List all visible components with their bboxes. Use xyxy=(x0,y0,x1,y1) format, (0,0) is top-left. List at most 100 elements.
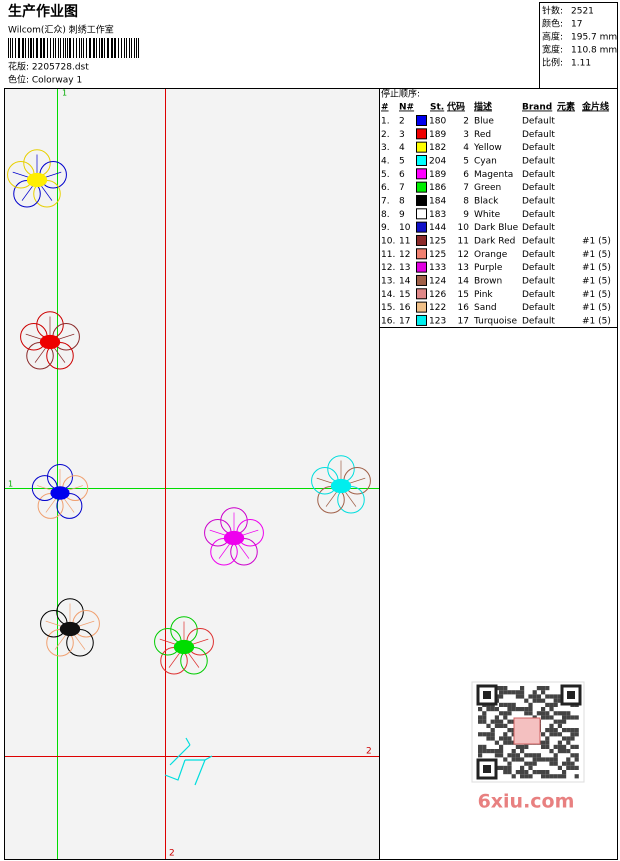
brand: Default xyxy=(522,263,555,273)
qr-cell xyxy=(520,757,525,762)
needle: 14 xyxy=(399,276,411,286)
qr-cell xyxy=(557,765,562,770)
stitches: 182 xyxy=(429,143,446,153)
bar-line xyxy=(30,38,32,58)
color-swatch xyxy=(416,274,427,286)
column-header: N# xyxy=(399,103,414,113)
qr-cell xyxy=(499,702,504,707)
qr-cell xyxy=(553,757,558,762)
qr-cell xyxy=(520,694,525,699)
embroidery-design xyxy=(7,149,371,675)
qr-cell xyxy=(532,757,537,762)
bar-line xyxy=(18,38,20,58)
bar-line xyxy=(33,38,34,58)
qr-finder-core xyxy=(567,691,575,699)
bar-line xyxy=(67,38,68,58)
description: Blue xyxy=(474,117,494,127)
flower-center xyxy=(173,639,195,655)
flower xyxy=(311,455,371,514)
brand: Default xyxy=(522,210,555,220)
qr-cell xyxy=(553,694,558,699)
bar-line xyxy=(36,38,38,58)
qr-cell xyxy=(507,761,512,766)
qr-cell xyxy=(541,757,546,762)
info-value: 2521 xyxy=(571,7,594,17)
description: Dark Blue xyxy=(474,223,519,233)
needle: 17 xyxy=(399,316,410,326)
bar-line xyxy=(129,38,130,58)
qr-cell xyxy=(562,719,567,724)
needle: 4 xyxy=(399,143,405,153)
qr-cell xyxy=(549,761,554,766)
color-swatch xyxy=(416,234,427,246)
column-header: Brand xyxy=(522,103,552,113)
qr-cell xyxy=(482,732,487,737)
stitches: 123 xyxy=(429,316,446,326)
row-index: 9. xyxy=(381,223,390,233)
column-header: 金片线 xyxy=(581,101,609,113)
qr-cell xyxy=(515,694,520,699)
qr-cell xyxy=(478,719,483,724)
stitches: 125 xyxy=(429,250,446,260)
qr-cell xyxy=(528,702,533,707)
qr-cell xyxy=(507,707,512,712)
qr-cell xyxy=(536,757,541,762)
stitches: 126 xyxy=(429,290,446,300)
code: 12 xyxy=(458,250,469,260)
qr-cell xyxy=(557,732,562,737)
bar-line xyxy=(134,38,135,58)
qr-cell xyxy=(574,728,579,733)
qr-cell xyxy=(549,757,554,762)
info-label: 高度: xyxy=(542,31,563,43)
bar-line xyxy=(22,38,24,58)
brand: Default xyxy=(522,143,555,153)
description: Yellow xyxy=(473,143,502,153)
qr-cell xyxy=(532,753,537,758)
qr-cell xyxy=(507,753,512,758)
code: 3 xyxy=(463,130,469,140)
qr-cell xyxy=(528,765,533,770)
sequin: #1 (5) xyxy=(582,316,611,326)
color-swatch xyxy=(416,248,427,260)
sequin: #1 (5) xyxy=(582,263,611,273)
qr-cell xyxy=(566,736,571,741)
qr-cell xyxy=(515,744,520,749)
qr-cell xyxy=(494,715,499,720)
stitches: 122 xyxy=(429,303,446,313)
flower-center xyxy=(26,172,48,188)
bar-line xyxy=(50,38,51,58)
qr-cell xyxy=(494,707,499,712)
qr-cell xyxy=(511,707,516,712)
sequin: #1 (5) xyxy=(582,250,611,260)
brand: Default xyxy=(522,316,555,326)
qr-cell xyxy=(511,757,516,762)
qr-cell xyxy=(549,707,554,712)
qr-cell xyxy=(557,698,562,703)
qr-cell xyxy=(549,694,554,699)
qr-cell xyxy=(541,715,546,720)
qr-cell xyxy=(524,774,529,779)
qr-cell xyxy=(499,736,504,741)
brand: Default xyxy=(522,130,555,140)
frame xyxy=(4,88,618,860)
sequin: #1 (5) xyxy=(582,290,611,300)
qr-cell xyxy=(562,728,567,733)
bar-line xyxy=(104,38,105,58)
qr-cell xyxy=(499,719,504,724)
qr-cell xyxy=(478,753,483,758)
brand: Default xyxy=(522,156,555,166)
qr-cell xyxy=(553,744,558,749)
qr-cell xyxy=(566,765,571,770)
code: 13 xyxy=(458,263,469,273)
guide-label: 2 xyxy=(366,747,372,757)
qr-cell xyxy=(524,753,529,758)
qr-cell xyxy=(486,723,491,728)
bar-line xyxy=(12,38,13,58)
qr-cell xyxy=(541,686,546,691)
flower xyxy=(7,149,67,208)
color-swatch xyxy=(416,154,427,166)
qr-cell xyxy=(482,719,487,724)
qr-cell xyxy=(520,749,525,754)
qr-cell xyxy=(557,723,562,728)
table-title: 停止顺序: xyxy=(381,88,420,100)
